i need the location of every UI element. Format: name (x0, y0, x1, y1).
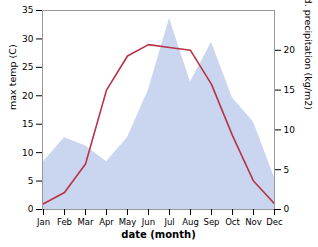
svg-text:Feb: Feb (57, 217, 72, 227)
svg-text:20: 20 (22, 91, 34, 101)
svg-text:10: 10 (22, 148, 34, 158)
svg-text:max temp (C): max temp (C) (7, 44, 18, 110)
svg-text:Apr: Apr (99, 217, 114, 227)
svg-text:20: 20 (284, 45, 296, 55)
svg-text:5: 5 (284, 165, 290, 175)
svg-text:Sep: Sep (203, 217, 219, 227)
svg-text:30: 30 (22, 34, 34, 44)
svg-text:May: May (119, 217, 137, 227)
svg-text:Nov: Nov (245, 217, 262, 227)
svg-text:Aug: Aug (182, 217, 199, 227)
svg-text:Jan: Jan (36, 217, 50, 227)
svg-text:25: 25 (22, 62, 33, 72)
svg-text:Mar: Mar (77, 217, 94, 227)
svg-text:Oct: Oct (225, 217, 240, 227)
svg-text:0: 0 (28, 204, 34, 214)
svg-text:Jun: Jun (141, 217, 155, 227)
svg-text:15: 15 (22, 119, 33, 129)
svg-text:Jul: Jul (163, 217, 174, 227)
svg-text:35: 35 (22, 5, 33, 15)
svg-text:10: 10 (284, 125, 296, 135)
svg-text:5: 5 (28, 176, 34, 186)
svg-text:0: 0 (284, 204, 290, 214)
svg-text:date (month): date (month) (121, 229, 195, 240)
svg-text:med. precipitation (kg/m2): med. precipitation (kg/m2) (303, 0, 314, 110)
svg-text:Dec: Dec (266, 217, 283, 227)
svg-text:15: 15 (284, 85, 295, 95)
